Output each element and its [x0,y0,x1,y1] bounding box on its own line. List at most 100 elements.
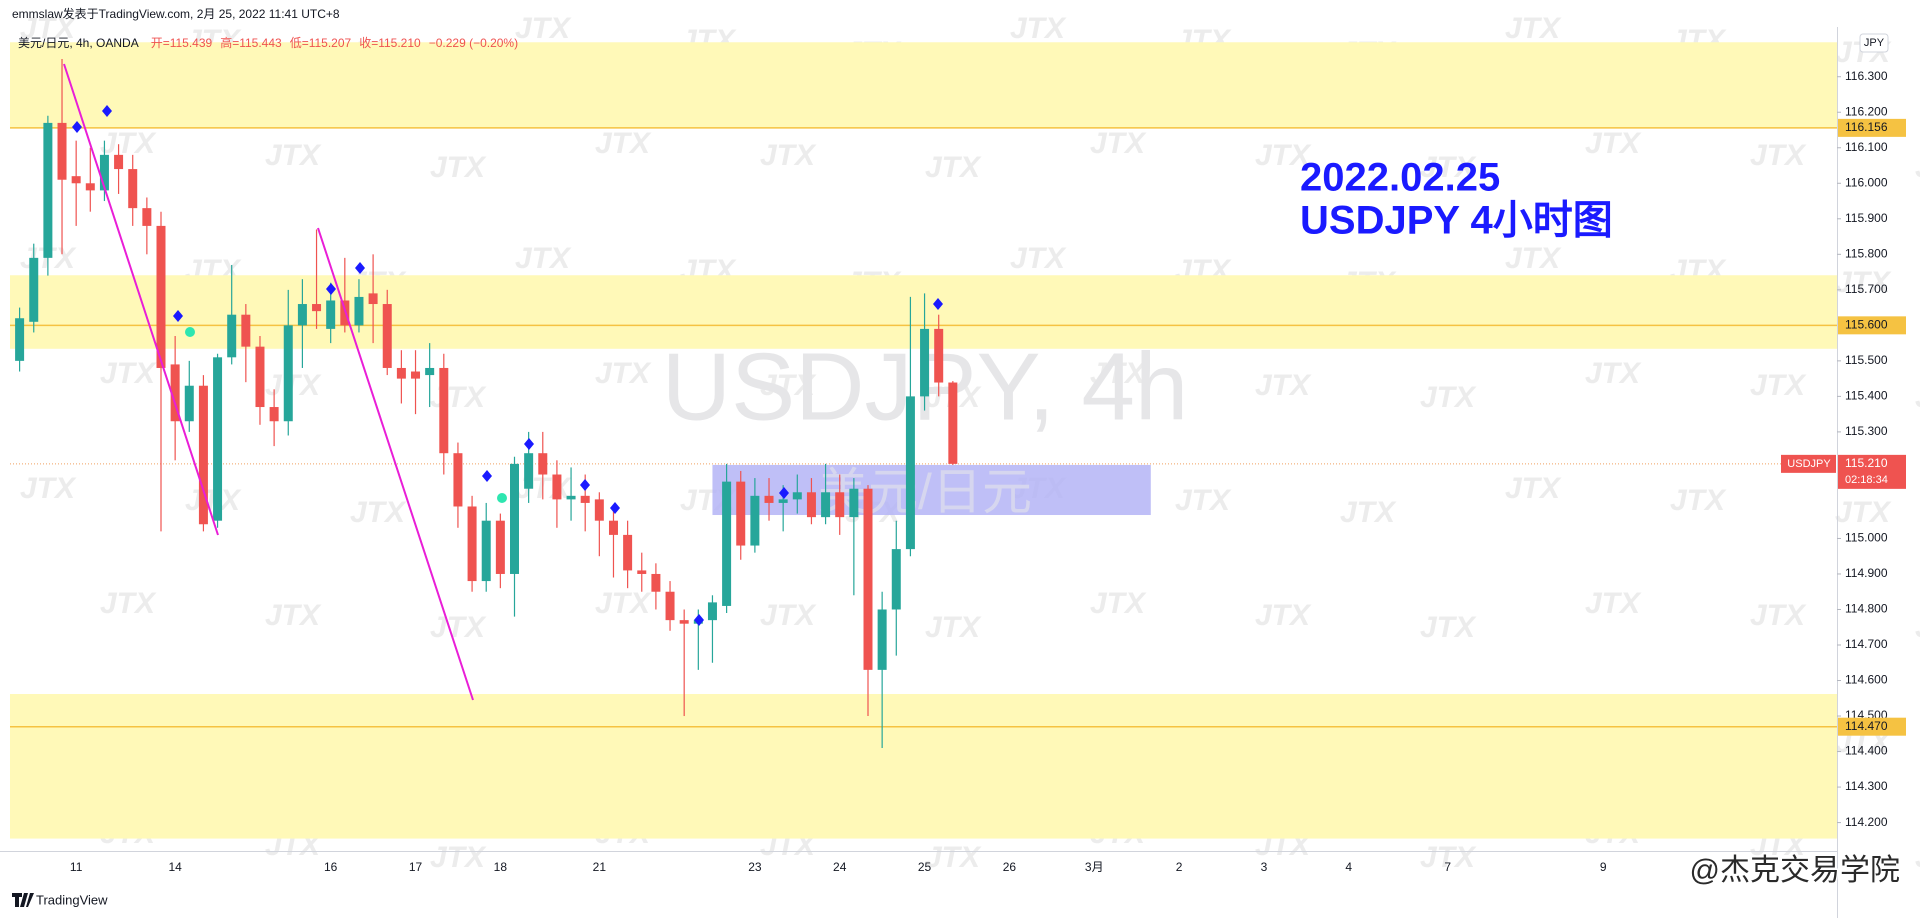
y-tick-label: 114.800 [1845,602,1888,616]
candle-body [326,300,336,329]
candle-body [637,570,647,574]
legend-symbol: 美元/日元, 4h, OANDA [18,36,139,50]
logo-watermark: JTX [350,496,407,529]
candle-body [835,492,845,518]
candle-body [665,591,675,621]
candle-body [227,314,237,358]
trendline [317,227,474,701]
logo-watermark: JTX [760,599,817,632]
diamond [355,262,365,274]
diamond [482,470,492,482]
dot-marker [185,327,195,337]
candle-body [806,492,816,518]
price-tag-label: 114.470 [1845,719,1888,733]
candle-body [198,385,208,525]
diamond [72,121,82,133]
candle-body [510,463,519,574]
candle-body [948,382,958,464]
candle-body [425,367,435,376]
logo-watermark: JTX [1340,496,1397,529]
diamond [610,502,620,514]
logo-watermark: JTX [515,12,572,45]
logo-watermark: JTX [925,151,982,184]
candle-body [538,453,548,475]
candle-body [594,499,604,521]
candle-body [213,357,223,521]
logo-watermark: JTX [100,587,157,620]
logo-watermark: JTX [515,472,572,505]
zones [10,42,1837,839]
y-tick-label: 115.700 [1845,282,1888,296]
logo-watermark: JTX [1915,611,1920,644]
candle-body [849,488,859,518]
y-tick-label: 114.400 [1845,744,1888,758]
candle-body [792,492,802,500]
logo-watermark: JTX [265,599,322,632]
candle-body [396,367,406,379]
logo-watermark: JTX [1255,599,1312,632]
currency-box[interactable] [1859,33,1889,53]
y-tick-label: 115.400 [1845,389,1888,403]
logo-watermark: JTX [515,242,572,275]
logo-watermark: JTX [1090,357,1147,390]
logo-watermark: JTX [1420,381,1477,414]
logo-watermark: JTX [1670,484,1727,517]
diamond [694,614,704,626]
currency[interactable]: JPY [1864,37,1885,49]
y-tick-label: 116.200 [1845,104,1888,118]
candle-body [128,169,138,209]
candle-body [439,367,449,454]
logo-watermark: JTX [1750,369,1807,402]
footer-watermark: @杰克交易学院 [1690,854,1900,887]
logo-watermark: JTX [1750,599,1807,632]
candle-body [495,520,505,574]
logo-watermark: JTX [1505,242,1562,275]
logo-watermark: JTX [1750,139,1807,172]
candle-body [184,385,194,422]
price-tag [1838,717,1906,736]
candle-body [651,573,661,592]
x-tick-label: 17 [409,860,423,874]
logo-watermark: JTX [1255,139,1312,172]
legend-item: −0.229 (−0.20%) [429,36,518,50]
candle-body [85,183,95,191]
logo-watermark: JTX [1420,841,1477,874]
candle-body [722,481,732,606]
watermarks: JTX JTX JTX JTX JTX JTX JTX JTX JTX JTX JTX JTX JTX J… [20,12,1920,874]
candle-body [877,609,887,670]
header: emmslaw发表于TradingView.com, 2月 25, 2022 1… [12,6,340,21]
diamond [779,487,789,499]
candle-body [608,520,618,535]
zone [10,694,1837,839]
y-tick-label: 116.000 [1845,175,1888,189]
logo-watermark: JTX [595,357,652,390]
candle-body [99,154,109,191]
logo-watermark: JTX [1010,242,1067,275]
candle-body [623,534,633,571]
logo-watermark: JTX [100,127,157,160]
signal-markers [72,105,943,626]
logo-watermark: JTX [1585,587,1642,620]
logo-watermark: JTX [1090,127,1147,160]
logo-watermark: JTX [595,587,652,620]
legend: 美元/日元, 4h, OANDA 开=115.439 高=115.443 低=115.… [18,35,518,50]
y-tick-label: 114.600 [1845,673,1888,687]
logo-watermark: JTX [925,611,982,644]
annotation-line: 2022.02.25 [1300,156,1500,200]
y-tick-label: 115.900 [1845,211,1888,225]
candle-body [29,257,39,322]
x-tick-label: 21 [593,860,607,874]
candle-body [891,549,901,610]
candle-body [552,474,562,500]
price-tag-label: 116.156 [1845,120,1888,134]
candle-body [524,453,534,489]
candle-body [920,328,930,397]
countdown: 02:18:34 [1845,474,1888,486]
axes: 116.300 116.200 116.100 116.000 115.900 115.8… [70,69,1906,874]
symbol-tag-label: USDJPY [1787,458,1831,470]
brand: TradingView [36,892,108,907]
logo-watermark: JTX [430,151,487,184]
candle-body [382,304,392,368]
logo-watermark: JTX [430,381,487,414]
